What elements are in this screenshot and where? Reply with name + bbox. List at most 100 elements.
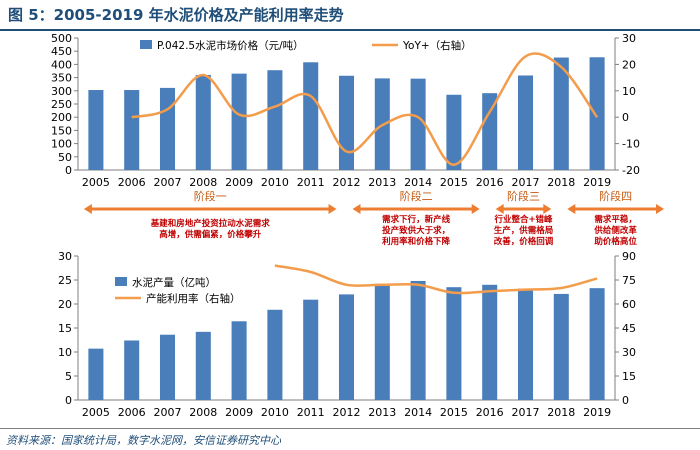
price-bar bbox=[159, 87, 176, 170]
output-bar bbox=[159, 334, 176, 400]
price-bar bbox=[589, 57, 605, 170]
output-x-tick-label: 2011 bbox=[297, 406, 325, 419]
output-right-tick-label: 30 bbox=[622, 346, 636, 359]
output-left-tick-label: 25 bbox=[58, 274, 72, 287]
price-left-tick-label: 400 bbox=[51, 58, 72, 71]
output-bar bbox=[374, 283, 390, 400]
title-rule bbox=[0, 29, 700, 31]
output-left-tick-label: 30 bbox=[58, 250, 72, 263]
phase-label: 阶段一 bbox=[194, 189, 227, 203]
price-left-tick-label: 50 bbox=[58, 151, 72, 164]
price-x-tick-label: 2009 bbox=[225, 176, 253, 189]
phase-note-line: 投产致供大于求， bbox=[382, 225, 450, 236]
output-x-tick-label: 2019 bbox=[583, 406, 611, 419]
phase-label: 阶段三 bbox=[507, 189, 540, 203]
price-bar bbox=[124, 90, 140, 170]
phase-note-line: 改善，价格回调 bbox=[494, 236, 554, 247]
output-bar bbox=[553, 293, 569, 400]
bottom-rule bbox=[0, 428, 700, 429]
output-x-tick-label: 2008 bbox=[189, 406, 217, 419]
price-x-tick-label: 2019 bbox=[583, 176, 611, 189]
price-x-tick-label: 2012 bbox=[333, 176, 361, 189]
output-x-tick-label: 2017 bbox=[512, 406, 540, 419]
price-bar bbox=[267, 70, 283, 170]
price-x-tick-label: 2013 bbox=[368, 176, 396, 189]
price-bar bbox=[195, 74, 211, 170]
price-bar bbox=[410, 78, 426, 170]
phase-note-line: 行业整合+错峰 bbox=[493, 214, 553, 225]
phase-note-line: 高增，供需偏紧，价格攀升 bbox=[159, 229, 262, 240]
output-right-tick-label: 45 bbox=[622, 322, 636, 335]
phase-label: 阶段二 bbox=[400, 189, 433, 203]
price-legend-line-label: YoY+（右轴） bbox=[402, 39, 472, 52]
price-left-tick-label: 200 bbox=[51, 111, 72, 124]
output-bar bbox=[482, 284, 498, 400]
output-x-tick-label: 2010 bbox=[261, 406, 289, 419]
price-left-tick-label: 0 bbox=[65, 164, 72, 177]
price-x-tick-label: 2005 bbox=[82, 176, 110, 189]
output-bar bbox=[517, 288, 534, 400]
price-legend-bar-swatch bbox=[140, 40, 152, 49]
output-bar bbox=[267, 309, 283, 400]
price-x-tick-label: 2007 bbox=[154, 176, 182, 189]
phase-arrow-head-left bbox=[567, 204, 576, 214]
price-x-tick-label: 2006 bbox=[118, 176, 146, 189]
price-x-tick-label: 2015 bbox=[440, 176, 468, 189]
output-bar bbox=[338, 294, 355, 400]
price-right-tick-label: 20 bbox=[622, 58, 636, 71]
price-x-tick-label: 2017 bbox=[512, 176, 540, 189]
phase-note-line: 基建和房地产投资拉动水泥需求 bbox=[150, 218, 271, 229]
phase-arrow-head-right bbox=[656, 204, 664, 214]
price-bar bbox=[553, 57, 569, 171]
price-x-tick-label: 2016 bbox=[476, 176, 504, 189]
output-x-tick-label: 2007 bbox=[154, 406, 182, 419]
output-bar bbox=[195, 331, 211, 400]
output-left-tick-label: 10 bbox=[58, 346, 72, 359]
price-right-tick-label: 0 bbox=[622, 111, 629, 124]
price-bar bbox=[446, 94, 462, 170]
output-right-tick-label: 0 bbox=[622, 394, 629, 407]
phase-arrow-head-left bbox=[83, 204, 92, 214]
output-x-tick-label: 2005 bbox=[82, 406, 110, 419]
price-x-tick-label: 2010 bbox=[261, 176, 289, 189]
price-bar bbox=[482, 93, 498, 170]
output-legend-bar-swatch bbox=[115, 277, 127, 286]
price-bar bbox=[231, 73, 247, 170]
price-left-tick-label: 150 bbox=[51, 124, 72, 137]
phase-arrow-head-left bbox=[352, 204, 361, 214]
price-bar bbox=[338, 75, 355, 170]
price-bar bbox=[88, 90, 104, 170]
phase-note-line: 供给侧改革 bbox=[593, 225, 637, 236]
output-left-tick-label: 0 bbox=[65, 394, 72, 407]
price-left-tick-label: 250 bbox=[51, 98, 72, 111]
price-x-tick-label: 2011 bbox=[297, 176, 325, 189]
phase-note-line: 助价格高位 bbox=[594, 236, 637, 247]
output-x-tick-label: 2013 bbox=[368, 406, 396, 419]
output-bar bbox=[303, 299, 319, 400]
output-x-tick-label: 2006 bbox=[118, 406, 146, 419]
output-right-tick-label: 15 bbox=[622, 370, 636, 383]
output-legend-line-label: 产能利用率（右轴） bbox=[146, 292, 241, 305]
price-right-tick-label: -10 bbox=[622, 138, 640, 151]
phase-arrow-head-right bbox=[328, 204, 337, 214]
price-left-tick-label: 300 bbox=[51, 85, 72, 98]
output-right-tick-label: 75 bbox=[622, 274, 636, 287]
price-x-tick-label: 2014 bbox=[404, 176, 432, 189]
output-x-tick-label: 2014 bbox=[404, 406, 432, 419]
price-x-tick-label: 2008 bbox=[189, 176, 217, 189]
output-bar bbox=[124, 340, 140, 400]
price-x-tick-label: 2018 bbox=[547, 176, 575, 189]
phase-note-line: 需求平稳， bbox=[594, 214, 637, 225]
source-note: 资料来源：国家统计局，数字水泥网，安信证券研究中心 bbox=[6, 434, 281, 447]
phase-arrow-head-right bbox=[471, 204, 480, 214]
price-right-tick-label: -20 bbox=[622, 164, 640, 177]
output-x-tick-label: 2015 bbox=[440, 406, 468, 419]
phase-note-line: 生产，供需格局 bbox=[494, 225, 554, 236]
phase-label: 阶段四 bbox=[599, 189, 632, 203]
output-bar bbox=[446, 287, 462, 400]
output-bar bbox=[231, 321, 247, 400]
output-left-tick-label: 5 bbox=[65, 370, 72, 383]
output-x-tick-label: 2009 bbox=[225, 406, 253, 419]
price-right-tick-label: 30 bbox=[622, 32, 636, 45]
phase-note-line: 需求下行，新产线 bbox=[382, 214, 451, 225]
